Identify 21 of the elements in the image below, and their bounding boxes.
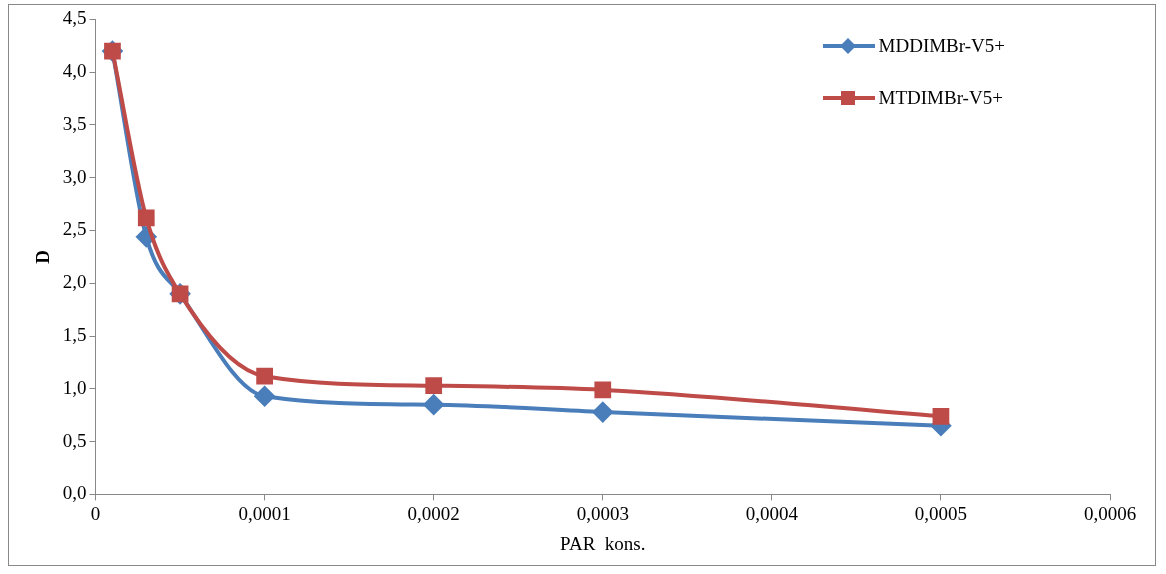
y-tick-label: 2,0: [62, 271, 87, 293]
x-tick-label: 0,0006: [1083, 502, 1137, 524]
y-tick-label: 3,5: [62, 112, 87, 134]
y-axis-title: D: [32, 250, 54, 264]
y-tick-label: 4,0: [62, 60, 87, 82]
x-tick-label: 0,0004: [745, 502, 799, 524]
y-tick-label: 4,5: [62, 7, 87, 29]
x-tick-label: 0,0001: [238, 502, 291, 524]
legend-label: MTDIMBr-V5+: [878, 87, 1003, 109]
y-tick-label: 0,0: [62, 482, 87, 504]
y-tick-label: 0,5: [62, 429, 87, 451]
y-tick-label: 2,5: [62, 218, 87, 240]
x-axis-title: PAR kons.: [560, 532, 646, 554]
y-tick-label: 3,0: [62, 165, 87, 187]
y-tick-label: 1,0: [62, 376, 87, 398]
y-tick-label: 1,5: [62, 324, 87, 346]
x-tick-label: 0,0002: [407, 502, 460, 524]
x-tick-label: 0,0005: [914, 502, 968, 524]
x-tick-label: 0: [90, 502, 101, 524]
legend-label: MDDIMBr-V5+: [878, 35, 1005, 57]
x-tick-label: 0,0003: [576, 502, 629, 524]
